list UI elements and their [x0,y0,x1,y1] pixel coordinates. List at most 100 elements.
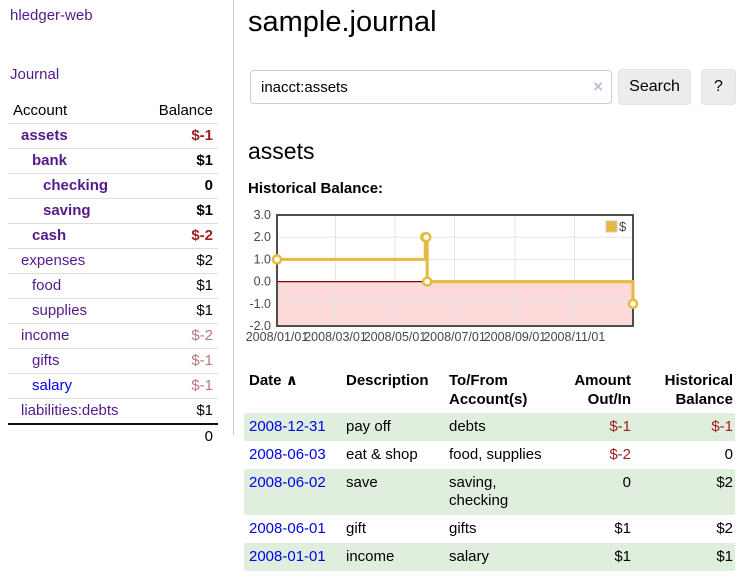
description-cell: save [346,474,378,492]
account-link-saving[interactable]: saving [43,202,91,219]
date-link[interactable]: 2008-06-01 [249,520,326,538]
table-row: 2008-06-01 gift gifts $1 $2 [244,515,735,543]
account-row: food $1 [8,273,218,299]
register-table: Date ∧ Description To/From Account(s) Am… [244,367,735,572]
accounts-table-header-row: Account Balance [8,99,218,124]
account-balance: $2 [140,248,218,274]
description-cell: pay off [346,418,391,436]
sidebar-item-journal[interactable]: Journal [10,66,60,83]
date-link[interactable]: 2008-01-01 [249,548,326,566]
account-row: salary $-1 [8,373,218,399]
balance-cell: $-1 [711,418,733,436]
column-header-amount: Amount Out/In [574,372,631,409]
clear-search-icon[interactable]: × [593,77,603,97]
amount-cell: $-2 [609,446,631,464]
svg-text:-2.0: -2.0 [249,319,271,333]
column-header-accounts: To/From Account(s) [449,372,528,409]
table-row: 2008-01-01 income salary $1 $1 [244,543,735,572]
account-balance: $-2 [140,323,218,349]
account-link-assets[interactable]: assets [21,127,68,144]
table-row: 2008-06-03 eat & shop food, supplies $-2 0 [244,441,735,469]
svg-text:3.0: 3.0 [254,209,271,222]
account-link-checking[interactable]: checking [43,177,109,194]
svg-text:1.0: 1.0 [254,253,271,267]
account-row: income $-2 [8,323,218,349]
column-header-balance: Historical Balance [664,372,733,409]
app-title-link[interactable]: hledger-web [10,7,93,24]
account-balance: $1 [140,273,218,299]
account-row: bank $1 [8,148,218,174]
chart-heading: Historical Balance: [248,180,384,198]
main-content: sample.journal × Search ? assets Histori… [244,0,738,572]
account-balance: 0 [140,173,218,199]
accounts-cell: food, supplies [449,446,542,464]
account-link-food[interactable]: food [32,277,62,294]
svg-text:2008/01/01: 2008/01/01 [246,330,309,344]
account-row: liabilities:debts $1 [8,398,218,424]
amount-cell: $1 [614,520,631,538]
description-cell: income [346,548,395,566]
account-balance: $1 [140,148,218,174]
accounts-table: Account Balance assets $-1 bank $1 checking 0… [8,99,218,449]
account-link-salary[interactable]: salary [32,377,73,394]
column-header-date[interactable]: Date ∧ [249,372,298,390]
page-title: sample.journal [248,6,437,38]
svg-text:2008/03/01: 2008/03/01 [304,330,367,344]
accounts-table-body: assets $-1 bank $1 checking 0 saving $1 cash $-2 e… [8,123,218,424]
balance-cell: $1 [716,548,733,566]
account-link-supplies[interactable]: supplies [32,302,88,319]
svg-text:2.0: 2.0 [254,231,271,245]
search-input-wrap: × [250,70,612,105]
svg-text:2008/07/01: 2008/07/01 [423,330,486,344]
account-link-income[interactable]: income [21,327,70,344]
historical-balance-chart: $3.0 2.0 1.0 0.0 -1.0 -2.0 2008/01/01 2008/03/0… [244,208,704,347]
chart-legend-label: $ [619,219,627,234]
account-row: expenses $2 [8,248,218,274]
svg-text:-1.0: -1.0 [249,297,271,311]
svg-text:0.0: 0.0 [254,275,271,289]
balance-cell: $2 [716,520,733,538]
account-row: assets $-1 [8,123,218,149]
table-row: 2008-06-02 save saving, checking 0 $2 [244,469,735,516]
account-link-cash[interactable]: cash [32,227,67,244]
account-row: supplies $1 [8,298,218,324]
account-balance: $1 [140,398,218,424]
column-header-description: Description [346,372,429,390]
account-link-gifts[interactable]: gifts [32,352,60,369]
search-button[interactable]: Search [618,69,691,106]
account-balance: $-2 [140,223,218,249]
date-link[interactable]: 2008-06-02 [249,474,326,492]
search-input[interactable] [250,70,612,105]
account-row: cash $-2 [8,223,218,249]
accounts-cell: debts [449,418,486,436]
account-link-liabilities-debts[interactable]: liabilities:debts [21,402,119,419]
sidebar: hledger-web Journal Account Balance asse… [0,0,234,449]
account-balance: $1 [140,198,218,224]
amount-cell: $1 [614,548,631,566]
account-balance: $-1 [140,373,218,399]
search-form: × Search ? [250,69,738,106]
register-header-row: Date ∧ Description To/From Account(s) Am… [244,367,735,413]
amount-cell: 0 [622,474,631,492]
register-table-body: 2008-12-31 pay off debts $-1 $-1 2008-06-03 ea… [244,413,735,572]
svg-text:2008/11/01: 2008/11/01 [544,330,606,344]
description-cell: gift [346,520,367,538]
description-cell: eat & shop [346,446,418,464]
date-link[interactable]: 2008-12-31 [249,418,326,436]
account-link-expenses[interactable]: expenses [21,252,86,269]
accounts-cell: gifts [449,520,477,538]
account-row: checking 0 [8,173,218,199]
amount-cell: $-1 [609,418,631,436]
table-row: 2008-12-31 pay off debts $-1 $-1 [244,413,735,442]
svg-text:2008/09/01: 2008/09/01 [484,330,547,344]
accounts-header-account: Account [13,102,68,119]
accounts-cell: salary [449,548,490,566]
account-balance: $-1 [140,348,218,374]
balance-cell: $2 [716,474,733,492]
date-link[interactable]: 2008-06-03 [249,446,326,464]
account-row: gifts $-1 [8,348,218,374]
account-link-bank[interactable]: bank [32,152,68,169]
help-button[interactable]: ? [701,69,736,106]
accounts-header-balance: Balance [158,102,213,119]
account-row: saving $1 [8,198,218,224]
